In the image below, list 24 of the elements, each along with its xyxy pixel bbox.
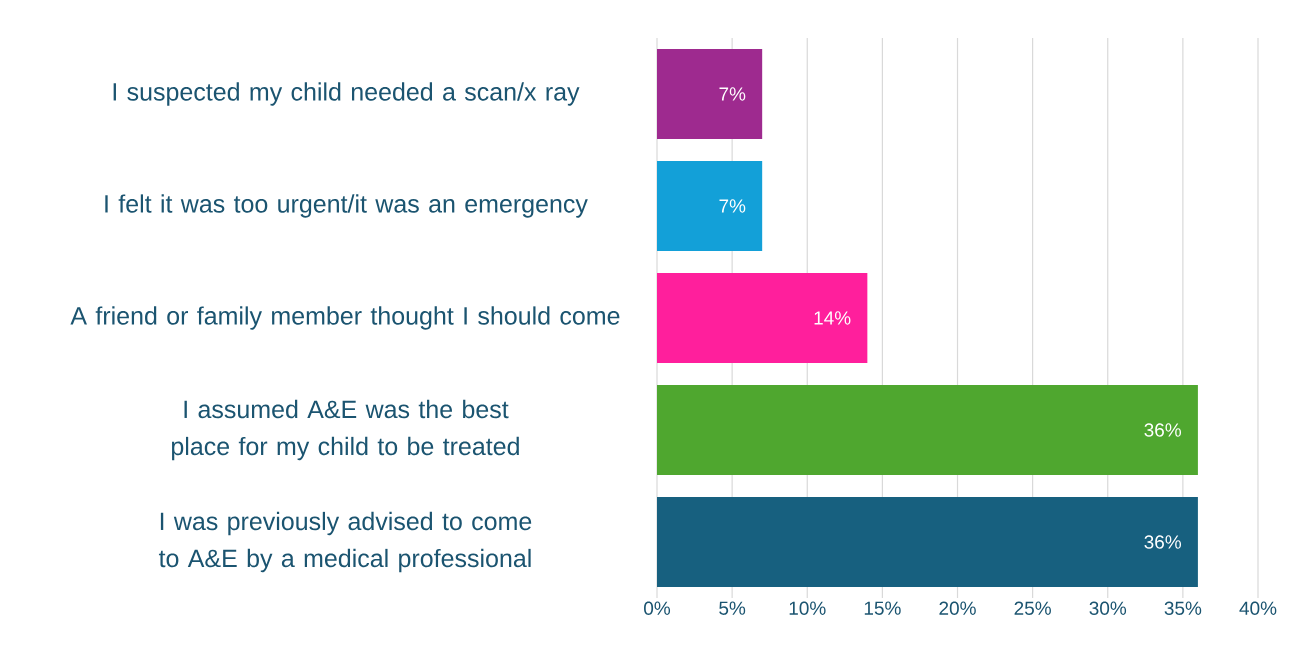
data-label: 14%	[814, 311, 851, 325]
x-tick-label: 15%	[864, 601, 901, 615]
bar	[657, 49, 763, 139]
y-tick-label: I suspected my child needed a scan/x ray	[113, 82, 580, 106]
x-tick-label: 5%	[719, 601, 746, 615]
x-tick-label: 35%	[1164, 601, 1202, 615]
bar	[657, 497, 1198, 588]
data-label: 7%	[719, 199, 746, 213]
bar	[657, 385, 1198, 476]
data-label: 36%	[1144, 423, 1182, 437]
x-tick-label: 25%	[1014, 601, 1051, 615]
data-label: 7%	[719, 87, 746, 101]
y-tick-label: I was previously advised to come to A&E by a medical professional	[158, 511, 532, 573]
x-tick-label: 10%	[789, 601, 826, 615]
x-tick-label: 0%	[644, 601, 671, 615]
x-tick-label: 40%	[1239, 601, 1277, 615]
x-tick-label: 20%	[939, 601, 976, 615]
y-tick-label: I assumed A&E was the best place for my child to be treated	[172, 399, 519, 461]
x-tick-label: 30%	[1089, 601, 1127, 615]
bar	[657, 273, 868, 364]
data-label: 36%	[1144, 535, 1182, 549]
y-tick-label: I felt it was too urgent/it was an emergency	[105, 194, 588, 218]
bar	[657, 161, 763, 251]
y-tick-label: A friend or family member thought I should come	[70, 306, 620, 330]
